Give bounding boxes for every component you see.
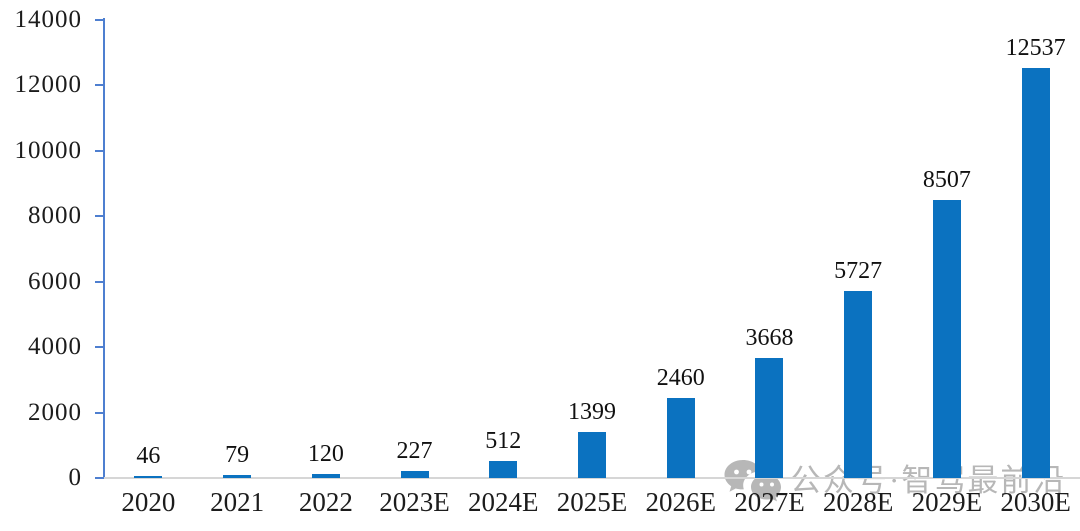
x-tick-label: 2026E	[645, 487, 716, 517]
y-tick-label: 2000	[28, 398, 82, 426]
bar	[311, 474, 340, 478]
y-tick	[95, 84, 104, 87]
bar	[489, 461, 518, 478]
bar	[932, 199, 961, 478]
x-axis-baseline	[104, 477, 1080, 479]
y-tick-label: 14000	[14, 6, 82, 33]
bar-value-label: 3668	[745, 325, 794, 351]
x-tick-label: 2027E	[734, 487, 805, 517]
y-tick-label: 10000	[14, 136, 82, 164]
y-tick	[95, 280, 104, 283]
y-tick	[95, 215, 104, 218]
bar-value-label: 227	[396, 437, 433, 464]
x-tick-label: 2030E	[1000, 487, 1071, 517]
bar-value-label: 5727	[834, 257, 883, 284]
bar-value-label: 46	[136, 443, 161, 469]
x-tick-label: 2023E	[379, 487, 450, 517]
y-tick-label: 6000	[28, 267, 82, 295]
bar-value-label: 2460	[656, 364, 705, 391]
bar	[400, 470, 429, 478]
y-tick	[95, 477, 104, 479]
y-tick-label: 4000	[28, 333, 82, 361]
bar-value-label: 1399	[568, 399, 616, 426]
bar	[578, 432, 606, 478]
bar-value-label: 512	[485, 428, 522, 455]
x-tick-label: 2020	[121, 487, 176, 517]
bar	[844, 290, 873, 478]
y-tick	[95, 19, 104, 21]
bar-value-label: 8507	[922, 166, 971, 193]
x-tick-label: 2021	[210, 487, 265, 517]
y-axis-line	[103, 18, 105, 479]
x-tick-label: 2029E	[911, 487, 983, 517]
y-tick	[95, 346, 104, 349]
bar-value-label: 12537	[1005, 34, 1066, 61]
y-tick-label: 12000	[14, 71, 82, 99]
wechat-icon	[722, 458, 784, 504]
bar	[134, 476, 163, 478]
y-tick	[95, 411, 104, 414]
x-tick-label: 2028E	[822, 487, 894, 517]
watermark-text: 公众号·智驾最前沿	[790, 463, 1067, 498]
x-tick-label: 2022	[298, 487, 353, 517]
bar	[1021, 67, 1050, 478]
bar-value-label: 120	[307, 441, 344, 468]
bar	[666, 397, 695, 478]
y-tick-label: 0	[68, 464, 82, 491]
bar	[755, 358, 784, 478]
y-tick	[95, 149, 104, 152]
x-tick-label: 2025E	[556, 487, 628, 517]
bar	[223, 475, 252, 478]
y-tick-label: 8000	[28, 202, 82, 230]
watermark: 公众号·智驾最前沿	[722, 458, 1066, 504]
bar-value-label: 79	[225, 442, 250, 469]
x-tick-label: 2024E	[468, 487, 539, 517]
